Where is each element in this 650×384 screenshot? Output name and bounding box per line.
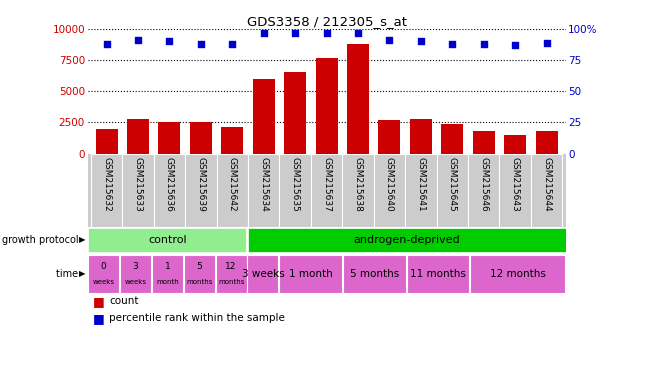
Bar <box>88 228 246 252</box>
Text: GSM215639: GSM215639 <box>196 157 205 212</box>
Bar <box>531 154 562 227</box>
Text: GSM215644: GSM215644 <box>542 157 551 212</box>
Text: months: months <box>218 280 244 285</box>
Bar <box>311 154 343 227</box>
Text: GSM215643: GSM215643 <box>511 157 520 212</box>
Text: 1 month: 1 month <box>289 268 333 279</box>
Point <box>384 37 395 43</box>
Point <box>227 41 237 47</box>
Bar <box>471 255 565 293</box>
Bar <box>284 73 306 154</box>
Bar <box>437 154 468 227</box>
Point <box>290 30 300 36</box>
Point <box>196 41 206 47</box>
Text: month: month <box>156 280 179 285</box>
Text: 12 months: 12 months <box>490 268 545 279</box>
Bar <box>184 255 214 293</box>
Title: GDS3358 / 212305_s_at: GDS3358 / 212305_s_at <box>246 15 407 28</box>
Point <box>416 38 426 44</box>
Point <box>447 41 458 47</box>
Bar <box>96 129 118 154</box>
Text: count: count <box>109 296 138 306</box>
Bar <box>343 154 374 227</box>
Text: months: months <box>186 280 213 285</box>
Point <box>510 42 521 48</box>
Bar <box>504 135 526 154</box>
Bar <box>410 119 432 154</box>
Bar <box>499 154 531 227</box>
Point <box>164 38 175 44</box>
Bar <box>91 154 122 227</box>
Text: GSM215645: GSM215645 <box>448 157 457 212</box>
Point <box>133 37 143 43</box>
Text: growth protocol: growth protocol <box>1 235 81 245</box>
Text: ■: ■ <box>92 295 104 308</box>
Text: weeks: weeks <box>93 280 114 285</box>
Text: GSM215634: GSM215634 <box>259 157 268 212</box>
Point <box>321 30 332 36</box>
Text: GSM215642: GSM215642 <box>228 157 237 212</box>
Point <box>259 30 269 36</box>
Bar <box>253 79 275 154</box>
Bar <box>536 131 558 154</box>
Bar <box>374 154 405 227</box>
Text: GSM215638: GSM215638 <box>354 157 363 212</box>
Text: percentile rank within the sample: percentile rank within the sample <box>109 313 285 323</box>
Bar <box>378 120 400 154</box>
Text: 12: 12 <box>226 262 237 271</box>
Text: 3: 3 <box>133 262 138 271</box>
Bar <box>122 154 154 227</box>
Text: GSM215640: GSM215640 <box>385 157 394 212</box>
Text: GSM215646: GSM215646 <box>479 157 488 212</box>
Text: GSM215633: GSM215633 <box>133 157 142 212</box>
Text: GSM215641: GSM215641 <box>417 157 425 212</box>
Point <box>353 30 363 36</box>
Bar <box>441 124 463 154</box>
Text: time: time <box>56 268 81 279</box>
Text: androgen-deprived: androgen-deprived <box>353 235 460 245</box>
Bar <box>316 58 337 154</box>
Bar <box>159 122 181 154</box>
Bar <box>120 255 151 293</box>
Text: 5 months: 5 months <box>350 268 399 279</box>
Bar <box>473 131 495 154</box>
Bar <box>248 255 278 293</box>
Text: GSM215636: GSM215636 <box>165 157 174 212</box>
Bar <box>407 255 469 293</box>
Text: 0: 0 <box>101 262 107 271</box>
Text: 1: 1 <box>164 262 170 271</box>
Point <box>101 41 112 47</box>
Bar <box>248 154 280 227</box>
Text: control: control <box>148 235 187 245</box>
Text: 11 months: 11 months <box>410 268 466 279</box>
Bar <box>405 154 437 227</box>
Bar <box>280 255 342 293</box>
Text: GSM215635: GSM215635 <box>291 157 300 212</box>
Text: 5: 5 <box>196 262 202 271</box>
Bar <box>347 44 369 154</box>
Text: ▶: ▶ <box>79 235 86 245</box>
Bar <box>343 255 406 293</box>
Bar <box>88 255 119 293</box>
Bar <box>468 154 499 227</box>
Text: ■: ■ <box>92 312 104 325</box>
Bar <box>185 154 216 227</box>
Bar <box>154 154 185 227</box>
Point <box>541 40 552 46</box>
Bar <box>216 255 246 293</box>
Text: 3 weeks: 3 weeks <box>242 268 284 279</box>
Text: GSM215637: GSM215637 <box>322 157 331 212</box>
Bar <box>190 122 212 154</box>
Bar <box>216 154 248 227</box>
Point <box>478 41 489 47</box>
Bar <box>248 228 566 252</box>
Text: GSM215632: GSM215632 <box>102 157 111 212</box>
Text: weeks: weeks <box>125 280 146 285</box>
Bar <box>127 119 149 154</box>
Bar <box>280 154 311 227</box>
Text: ▶: ▶ <box>79 269 86 278</box>
Bar <box>222 127 243 154</box>
Bar <box>152 255 183 293</box>
